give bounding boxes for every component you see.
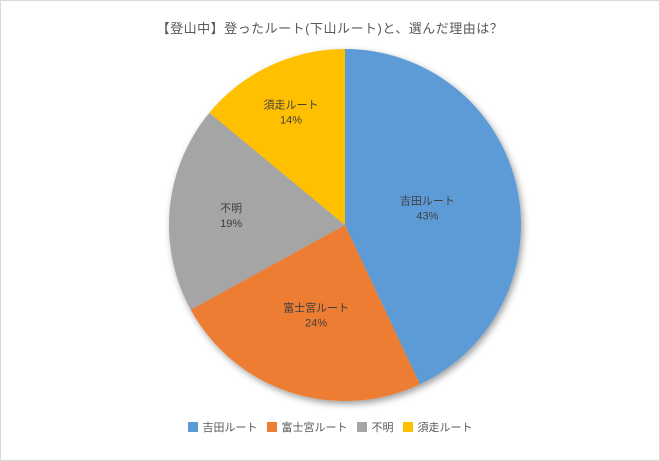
legend-item-不明[interactable]: 不明	[356, 419, 394, 435]
legend-swatch-icon	[187, 422, 198, 432]
legend-swatch-icon	[356, 422, 367, 432]
data-label-須走ルート: 須走ルート 14%	[264, 98, 319, 126]
pie-slice-吉田ルート[interactable]	[345, 49, 522, 385]
legend-item-吉田ルート[interactable]: 吉田ルート	[187, 419, 258, 435]
legend-item-須走ルート[interactable]: 須走ルート	[402, 419, 473, 435]
pie-labels-group: 吉田ルート 43% 富士宮ルート 24% 不明 19% 須走ルート 14%	[220, 98, 455, 329]
data-label-吉田ルート: 吉田ルート 43%	[400, 195, 455, 223]
legend-swatch-icon	[402, 422, 413, 432]
legend: 吉田ルート 富士宮ルート 不明 須走ルート	[1, 419, 659, 435]
legend-item-富士宮ルート[interactable]: 富士宮ルート	[266, 419, 348, 435]
pie-slice-須走ルート[interactable]	[209, 48, 345, 225]
pie-slice-富士宮ルート[interactable]	[190, 225, 420, 402]
data-label-不明: 不明 19%	[220, 202, 242, 230]
chart-title: 【登山中】登ったルート(下山ルート)と、選んだ理由は？	[156, 21, 504, 36]
legend-label: 富士宮ルート	[281, 422, 348, 434]
pie-slices-group	[168, 48, 522, 402]
legend-label: 須走ルート	[417, 422, 473, 434]
data-label-富士宮ルート: 富士宮ルート 24%	[283, 301, 349, 330]
legend-label: 不明	[371, 422, 394, 434]
pie-slice-不明[interactable]	[168, 112, 345, 310]
legend-label: 吉田ルート	[202, 422, 258, 434]
legend-swatch-icon	[266, 422, 277, 432]
